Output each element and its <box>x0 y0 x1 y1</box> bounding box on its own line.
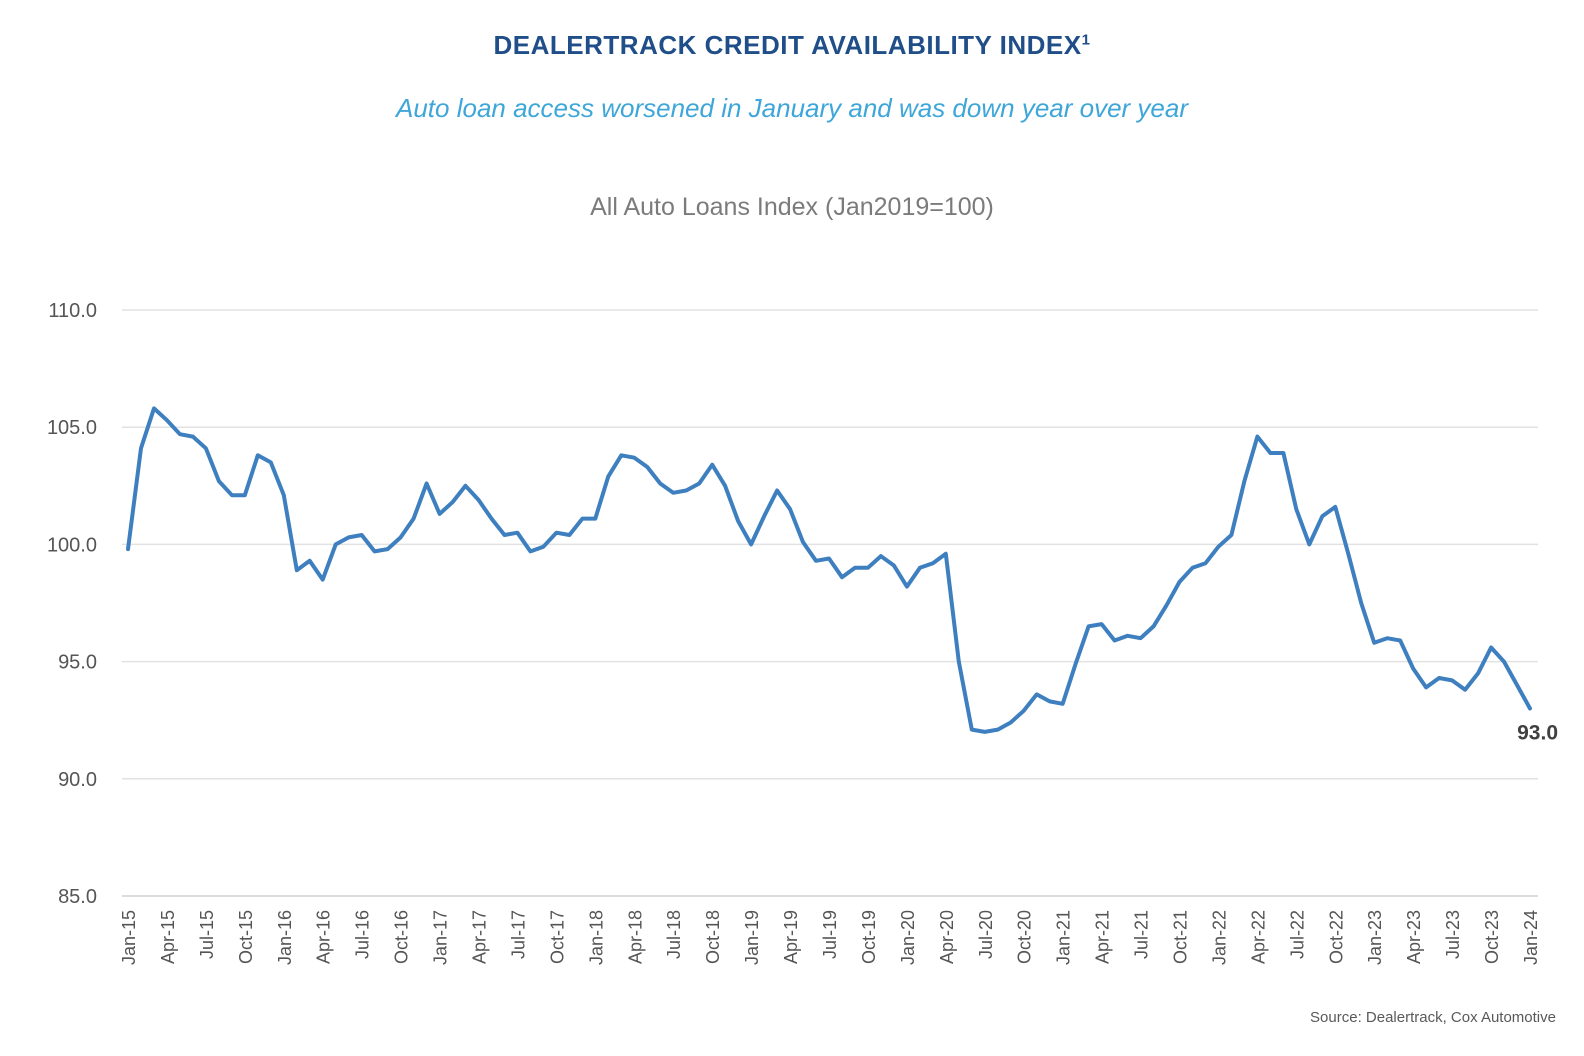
x-tick-label: Apr-15 <box>158 910 178 964</box>
series-line <box>126 406 1532 734</box>
x-tick-label: Apr-21 <box>1093 910 1113 964</box>
x-tick-label: Apr-23 <box>1404 910 1424 964</box>
y-tick-label: 105.0 <box>47 417 97 439</box>
x-tick-label: Jul-22 <box>1287 910 1307 959</box>
x-tick-label: Apr-22 <box>1248 910 1268 964</box>
last-value-label: 93.0 <box>1517 721 1558 744</box>
x-tick-label: Oct-23 <box>1482 910 1502 964</box>
x-tick-label: Jul-17 <box>508 910 528 959</box>
x-tick-label: Oct-15 <box>236 910 256 964</box>
x-tick-label: Jan-18 <box>586 910 606 965</box>
x-tick-label: Jul-15 <box>197 910 217 959</box>
series-group <box>126 406 1532 734</box>
title-footnote-marker: 1 <box>1081 31 1091 49</box>
x-axis-ticks: Jan-15 Apr-15 Jul-15 Oct-15 Jan-16 Apr-16 Jul-… <box>119 910 1541 965</box>
x-tick-label: Jan-23 <box>1365 910 1385 965</box>
x-tick-label: Jul-21 <box>1132 910 1152 959</box>
x-tick-label: Jan-24 <box>1521 910 1541 965</box>
y-tick-label: 95.0 <box>58 652 97 674</box>
x-tick-label: Apr-16 <box>314 910 334 964</box>
x-tick-label: Apr-19 <box>781 910 801 964</box>
y-tick-label: 90.0 <box>58 769 97 791</box>
grid-lines <box>122 309 1538 897</box>
source-note: Source: Dealertrack, Cox Automotive <box>1310 1009 1556 1026</box>
chart-subtitle: Auto loan access worsened in January and… <box>396 93 1188 123</box>
y-tick-label: 110.0 <box>48 300 97 322</box>
y-axis-ticks: 85.0 90.0 95.0 100.0 105.0 110.0 <box>47 300 97 908</box>
x-tick-label: Oct-18 <box>703 910 723 964</box>
x-tick-label: Oct-17 <box>547 910 567 964</box>
x-tick-label: Oct-16 <box>392 910 412 964</box>
x-tick-label: Jul-20 <box>976 910 996 959</box>
x-tick-label: Oct-21 <box>1171 910 1191 964</box>
plot-title: All Auto Loans Index (Jan2019=100) <box>590 193 994 221</box>
x-tick-label: Jul-23 <box>1443 910 1463 959</box>
x-tick-label: Jul-16 <box>353 910 373 959</box>
x-tick-label: Jan-22 <box>1209 910 1229 965</box>
x-tick-label: Jan-17 <box>431 910 451 965</box>
x-tick-label: Jul-19 <box>820 910 840 959</box>
x-tick-label: Oct-20 <box>1015 910 1035 964</box>
x-tick-label: Apr-20 <box>937 910 957 964</box>
x-tick-label: Jan-20 <box>898 910 918 965</box>
x-tick-label: Oct-19 <box>859 910 879 964</box>
x-tick-label: Jan-15 <box>119 910 139 965</box>
x-tick-label: Jan-21 <box>1054 910 1074 965</box>
y-tick-label: 100.0 <box>47 534 97 556</box>
x-tick-label: Apr-17 <box>470 910 490 964</box>
y-tick-label: 85.0 <box>58 886 97 908</box>
x-tick-label: Jul-18 <box>664 910 684 959</box>
data-labels: 93.0 <box>1517 721 1558 744</box>
x-tick-label: Jan-19 <box>742 910 762 965</box>
chart-main-title: DEALERTRACK CREDIT AVAILABILITY INDEX1 <box>493 30 1091 60</box>
x-tick-label: Oct-22 <box>1326 910 1346 964</box>
x-tick-label: Jan-16 <box>275 910 295 965</box>
x-tick-label: Apr-18 <box>625 910 645 964</box>
